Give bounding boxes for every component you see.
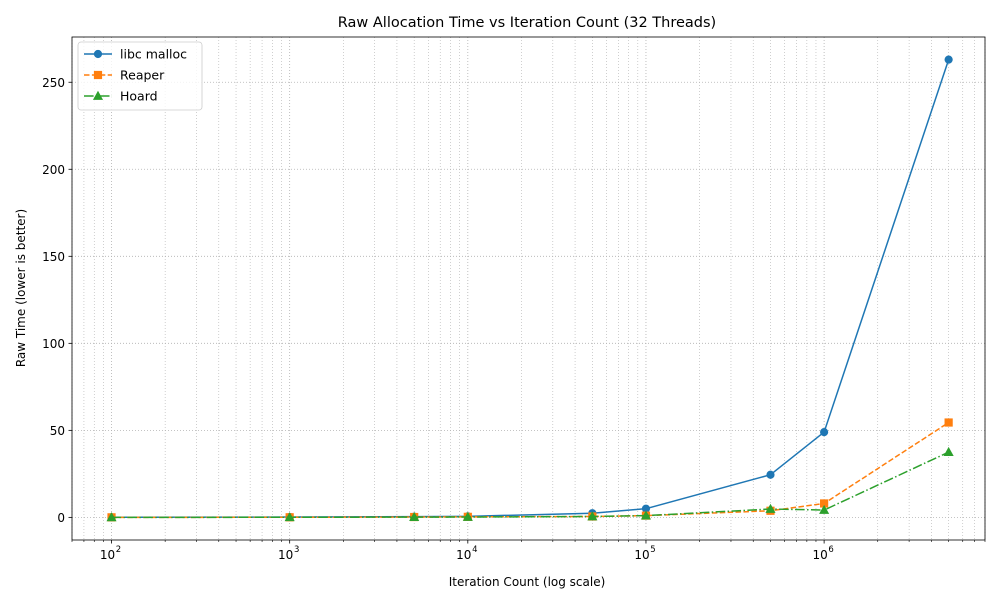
legend-swatch-marker [92,90,104,100]
legend-swatch-marker [93,70,103,80]
x-tick-label: 10 3 [278,545,299,562]
data-point [819,504,830,514]
series-layer [106,55,954,522]
data-point [462,511,473,521]
x-tick-exponent: 3 [294,545,299,555]
x-tick-base: 10 [634,548,649,562]
x-tick-base: 10 [278,548,293,562]
x-tick-exponent: 5 [650,545,655,555]
legend-item: libc malloc [84,47,187,62]
data-point [284,512,295,522]
legend: libc malloc Reaper Hoard [77,41,203,111]
x-tick-label: 10 6 [812,545,833,562]
legend-label: libc malloc [120,47,187,62]
x-tick-exponent: 6 [828,545,833,555]
data-point [944,418,953,427]
y-tick-label: 50 [50,424,65,438]
data-point [640,510,652,520]
plot-frame [71,36,986,541]
x-tick-base: 10 [100,548,115,562]
x-tick-exponent: 4 [472,545,477,555]
x-tick-base: 10 [456,548,471,562]
data-point [943,446,954,456]
y-axis-label: Raw Time (lower is better) [14,209,28,367]
data-point [944,55,953,64]
legend-label: Reaper [120,68,165,83]
y-tick-label: 200 [42,163,65,177]
data-point [106,512,117,522]
legend-label: Hoard [120,89,158,104]
chart-title: Raw Allocation Time vs Iteration Count (… [338,15,716,31]
x-axis-label: Iteration Count (log scale) [449,575,606,589]
x-tick-base: 10 [812,548,827,562]
x-tick-exponent: 2 [116,545,121,555]
legend-item: Reaper [84,68,165,83]
data-point [765,503,776,513]
data-point [587,511,598,521]
data-point [766,470,775,479]
y-tick-label: 250 [42,76,65,90]
legend-item: Hoard [84,89,158,104]
y-tick-label: 0 [57,511,65,525]
x-tick-label: 10 4 [456,545,477,562]
x-tick-label: 10 5 [634,545,655,562]
legend-swatch-marker [93,49,103,59]
data-point [820,427,829,437]
y-tick-label: 150 [42,250,65,264]
series-triangle [106,446,954,522]
legend-box [77,41,203,111]
y-tick-label: 100 [42,337,65,351]
data-point [409,511,420,521]
x-tick-label: 10 2 [100,545,121,562]
